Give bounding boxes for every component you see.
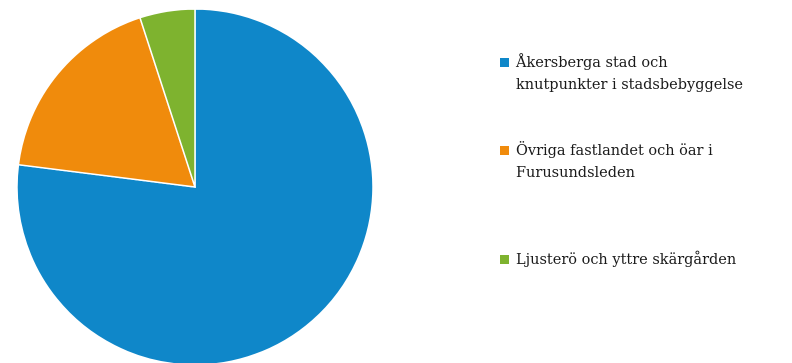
legend-swatch-ljustero — [500, 255, 509, 264]
pie-plot-area — [16, 8, 374, 363]
legend-label-ovriga-fastlandet: Övriga fastlandet och öar i Furusundsled… — [516, 143, 713, 181]
legend-swatch-akersberga — [500, 58, 509, 67]
pie-slice-akersberga — [16, 8, 374, 363]
legend-item-ljustero: Ljusterö och yttre skärgården — [500, 249, 770, 271]
legend-item-ovriga-fastlandet: Övriga fastlandet och öar i Furusundsled… — [500, 140, 770, 184]
legend-label-akersberga: Åkersberga stad och knutpunkter i stadsb… — [516, 55, 744, 93]
pie-slice-ljustero — [139, 8, 196, 188]
pie-slice-ovriga-fastlandet — [17, 16, 197, 188]
legend-label-ljustero: Ljusterö och yttre skärgården — [516, 252, 737, 268]
legend-item-akersberga: Åkersberga stad och knutpunkter i stadsb… — [500, 52, 770, 96]
legend-swatch-ovriga-fastlandet — [500, 146, 509, 155]
